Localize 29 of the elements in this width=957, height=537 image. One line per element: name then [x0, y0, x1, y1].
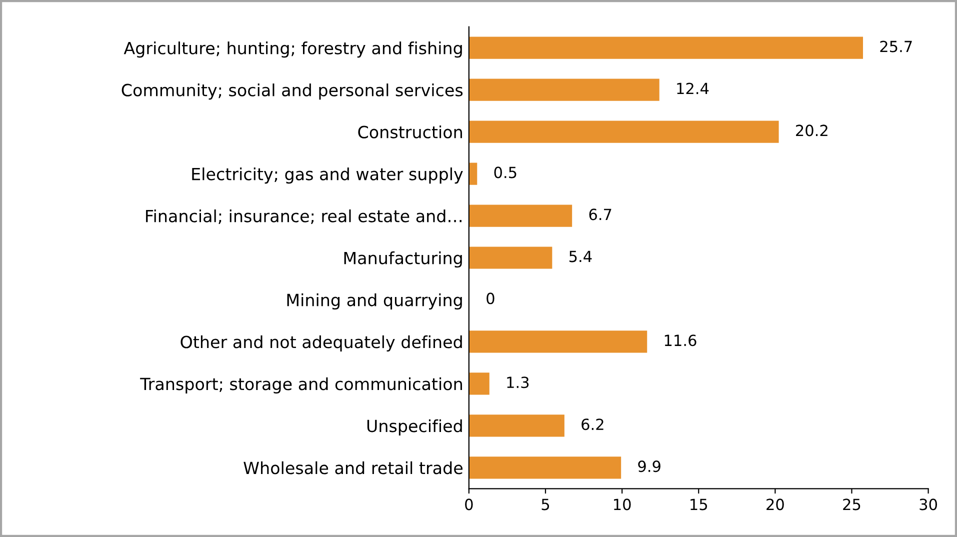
data-label: 1.3 — [507, 376, 529, 388]
data-label: 6.7 — [589, 208, 612, 220]
y-tick-label: Other and not adequately defined — [180, 335, 462, 352]
y-tick-label: Construction — [358, 125, 462, 138]
x-tick-label: 0 — [465, 498, 473, 510]
data-label: 0.5 — [494, 166, 516, 178]
x-tick-label: 15 — [690, 498, 707, 510]
y-tick-label: Transport; storage and communication — [140, 377, 462, 394]
y-tick-label: Manufacturing — [344, 251, 462, 268]
y-tick-label: Wholesale and retail trade — [244, 461, 462, 474]
data-label: 6.2 — [582, 418, 604, 430]
y-tick-label: Unspecified — [367, 419, 462, 436]
data-label: 25.7 — [880, 40, 912, 52]
x-tick-label: 5 — [542, 498, 550, 510]
y-tick-label: Electricity; gas and water supply — [192, 167, 463, 184]
x-tick-label: 30 — [920, 498, 937, 510]
x-tick-label: 10 — [614, 498, 631, 510]
y-tick-label: Mining and quarrying — [287, 293, 462, 310]
data-label: 0 — [486, 292, 494, 304]
data-label: 5.4 — [569, 250, 592, 262]
data-label: 12.4 — [677, 82, 709, 94]
data-label: 11.6 — [664, 334, 696, 346]
y-tick-label: Financial; insurance; real estate and… — [146, 209, 462, 224]
data-label: 20.2 — [796, 124, 828, 136]
x-tick-label: 20 — [766, 498, 784, 510]
y-tick-label: Community; social and personal services — [122, 83, 463, 100]
y-tick-label: Agriculture; hunting; forestry and fishing — [124, 42, 462, 58]
data-label: 9.9 — [638, 460, 660, 472]
x-tick-label: 25 — [843, 498, 860, 510]
